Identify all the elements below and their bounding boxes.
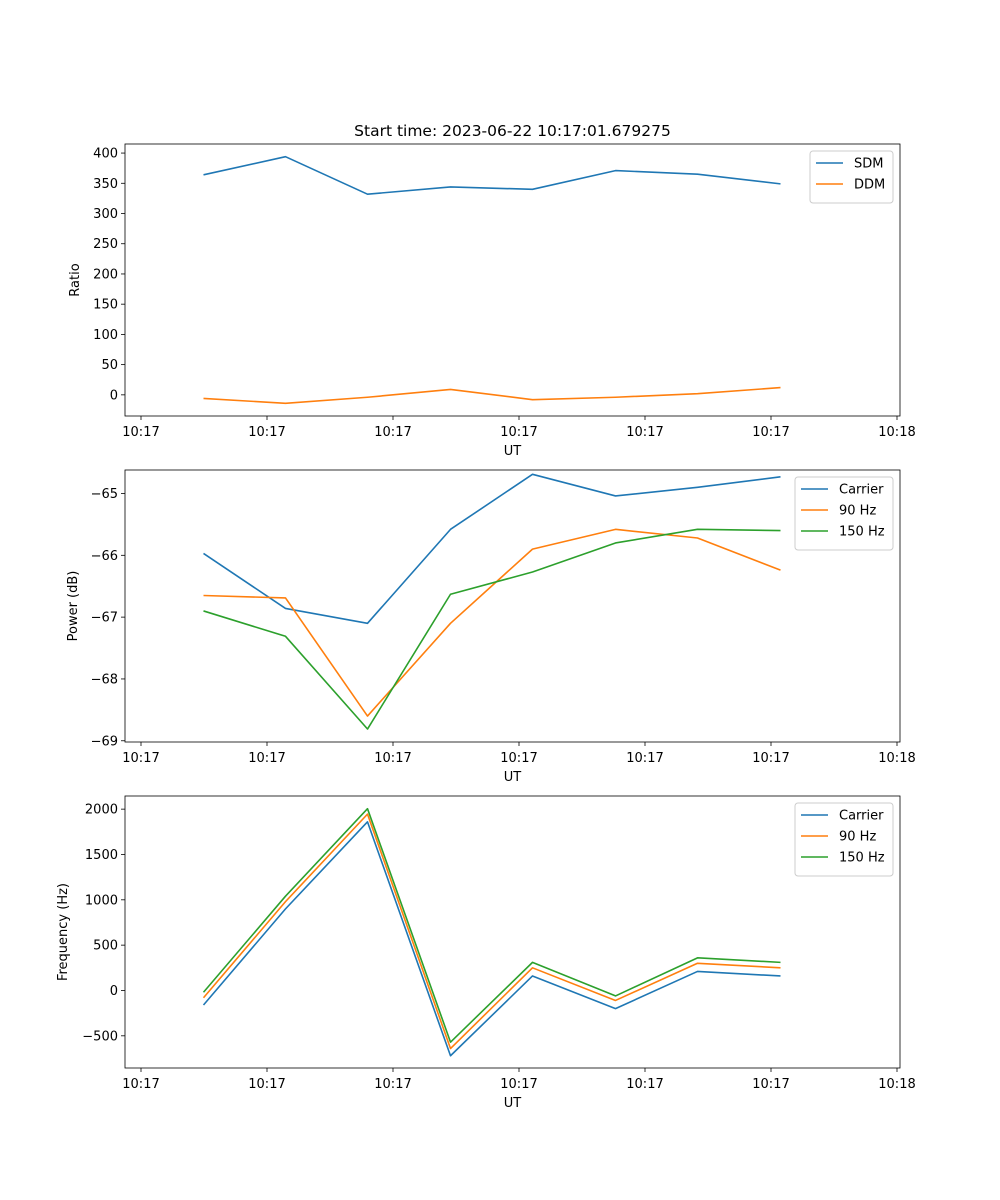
x-tick-label: 10:17 [248, 425, 285, 440]
x-tick-label: 10:17 [500, 1077, 537, 1092]
y-axis-label: Frequency (Hz) [56, 883, 71, 981]
x-tick-label: 10:18 [878, 1077, 915, 1092]
y-tick-label: 350 [93, 177, 118, 192]
x-axis-label: UT [504, 1096, 522, 1111]
y-tick-label: −68 [91, 672, 118, 687]
series-line-sdm [203, 155, 781, 195]
y-tick-label: −500 [82, 1029, 118, 1044]
x-tick-label: 10:17 [374, 1077, 411, 1092]
x-tick-label: 10:17 [626, 1077, 663, 1092]
x-axis-label: UT [504, 444, 522, 459]
x-tick-label: 10:18 [878, 751, 915, 766]
series-line-150-hz [203, 528, 781, 730]
y-tick-label: 1500 [85, 848, 118, 863]
x-tick-label: 10:17 [500, 751, 537, 766]
series-line-90-hz [202, 813, 781, 1050]
legend-label: SDM [854, 157, 883, 172]
y-axis-label: Power (dB) [66, 571, 81, 642]
legend-label: Carrier [839, 809, 884, 824]
x-tick-label: 10:17 [626, 425, 663, 440]
x-tick-label: 10:17 [374, 751, 411, 766]
x-tick-label: 10:17 [752, 751, 789, 766]
y-tick-label: 200 [93, 267, 118, 282]
legend-label: Carrier [839, 483, 884, 498]
x-tick-label: 10:17 [626, 751, 663, 766]
axes-frame [124, 143, 901, 417]
x-tick-label: 10:17 [374, 425, 411, 440]
x-tick-label: 10:17 [500, 425, 537, 440]
x-tick-label: 10:17 [122, 1077, 159, 1092]
y-tick-label: −66 [91, 549, 118, 564]
y-tick-label: 250 [93, 237, 118, 252]
y-tick-label: −67 [91, 611, 118, 626]
y-tick-label: 50 [101, 358, 118, 373]
x-tick-label: 10:18 [878, 425, 915, 440]
x-tick-label: 10:17 [248, 1077, 285, 1092]
x-axis-label: UT [504, 770, 522, 785]
series-line-90-hz [203, 528, 781, 717]
y-tick-label: 1000 [85, 893, 118, 908]
x-tick-label: 10:17 [752, 425, 789, 440]
y-tick-label: 0 [110, 388, 118, 403]
x-tick-label: 10:17 [752, 1077, 789, 1092]
legend-label: 150 Hz [839, 525, 885, 540]
y-tick-label: 100 [93, 328, 118, 343]
y-tick-label: −69 [91, 734, 118, 749]
legend-box [809, 150, 894, 204]
y-tick-label: 0 [110, 984, 118, 999]
series-line-150-hz [202, 807, 781, 1043]
series-line-carrier [202, 821, 781, 1057]
axes-frame [124, 795, 901, 1069]
chart-panel-3: −500 0 500 1000 1500 2000 10:17 10:17 10:17 10:17… [56, 795, 916, 1111]
y-tick-label: 150 [93, 298, 118, 313]
legend-label: 90 Hz [839, 504, 876, 519]
y-tick-label: 300 [93, 207, 118, 222]
legend-label: 150 Hz [839, 851, 885, 866]
y-tick-label: 2000 [85, 803, 118, 818]
chart-panel-2: −69 −68 −67 −66 −65 10:17 10:17 10:17 10:17 10:17… [66, 469, 916, 785]
x-tick-label: 10:17 [248, 751, 285, 766]
chart-panel-1: 0 50 100 150 200 250 300 350 400 10:17 10:17 10:17 1… [68, 143, 916, 459]
legend-label: 90 Hz [839, 830, 876, 845]
axes-frame [124, 469, 901, 743]
y-tick-label: 500 [93, 939, 118, 954]
y-tick-label: 400 [93, 147, 118, 162]
figure-title: Start time: 2023-06-22 10:17:01.679275 [354, 122, 671, 140]
legend-label: DDM [854, 178, 885, 193]
x-tick-label: 10:17 [122, 751, 159, 766]
y-tick-label: −65 [91, 487, 118, 502]
x-tick-label: 10:17 [122, 425, 159, 440]
series-line-ddm [203, 386, 781, 405]
y-axis-label: Ratio [68, 263, 83, 296]
series-line-carrier [203, 473, 781, 625]
